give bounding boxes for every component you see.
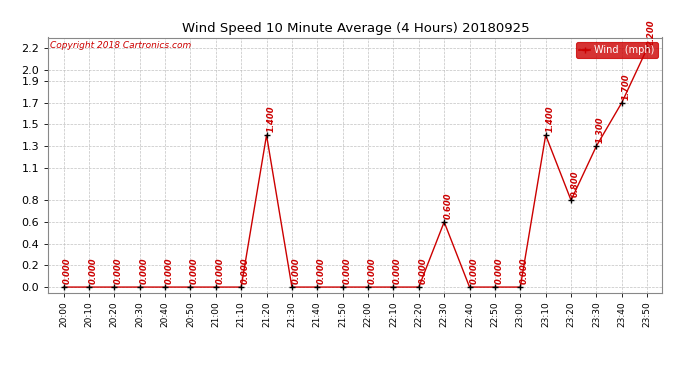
Text: 0.000: 0.000 [393,258,402,284]
Text: 0.800: 0.800 [571,171,580,198]
Text: 0.000: 0.000 [495,258,504,284]
Text: 0.600: 0.600 [444,193,453,219]
Text: 1.400: 1.400 [266,106,275,132]
Text: 0.000: 0.000 [190,258,199,284]
Text: 0.000: 0.000 [292,258,301,284]
Text: 0.000: 0.000 [418,258,428,284]
Text: 1.300: 1.300 [596,117,605,143]
Text: 0.000: 0.000 [165,258,174,284]
Text: 1.400: 1.400 [545,106,554,132]
Text: 0.000: 0.000 [114,258,123,284]
Text: Copyright 2018 Cartronics.com: Copyright 2018 Cartronics.com [50,41,190,50]
Title: Wind Speed 10 Minute Average (4 Hours) 20180925: Wind Speed 10 Minute Average (4 Hours) 2… [181,22,529,35]
Text: 1.700: 1.700 [622,73,631,100]
Text: 2.200: 2.200 [647,19,656,46]
Text: 0.000: 0.000 [139,258,148,284]
Legend: Wind  (mph): Wind (mph) [575,42,658,58]
Text: 0.000: 0.000 [342,258,351,284]
Text: 0.000: 0.000 [469,258,478,284]
Text: 0.000: 0.000 [241,258,250,284]
Text: 0.000: 0.000 [215,258,224,284]
Text: 0.000: 0.000 [317,258,326,284]
Text: 0.000: 0.000 [88,258,97,284]
Text: 0.000: 0.000 [63,258,72,284]
Text: 0.000: 0.000 [368,258,377,284]
Text: 0.000: 0.000 [520,258,529,284]
